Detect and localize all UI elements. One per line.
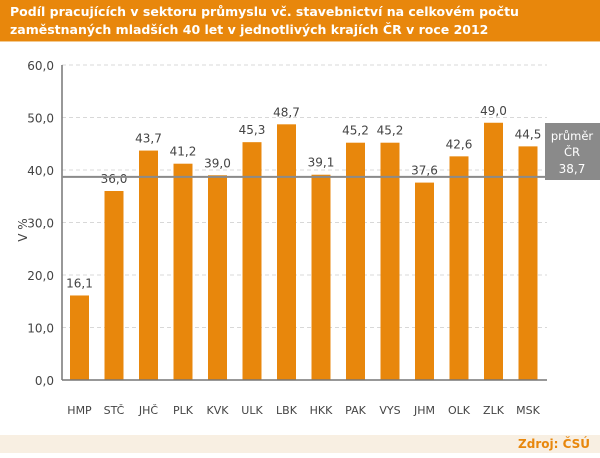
x-tick-label: HKK	[310, 404, 333, 417]
y-tick-label: 30,0	[27, 217, 54, 231]
x-tick-label: STČ	[104, 404, 125, 417]
average-value: 38,7	[559, 162, 586, 176]
bar-HKK	[311, 174, 331, 380]
data-label: 45,3	[239, 123, 266, 137]
x-tick-label: LBK	[276, 404, 298, 417]
data-label: 48,7	[273, 105, 300, 119]
x-tick-label: HMP	[67, 404, 92, 417]
data-label: 16,1	[66, 276, 93, 290]
data-label: 36,0	[101, 172, 128, 186]
x-tick-label: JHČ	[138, 404, 159, 417]
data-label: 39,1	[308, 156, 335, 170]
average-box	[545, 123, 600, 180]
y-tick-label: 40,0	[27, 164, 54, 178]
data-label: 45,2	[342, 124, 369, 138]
bar-LBK	[277, 124, 296, 380]
x-tick-label: ULK	[241, 404, 263, 417]
bar-MSK	[518, 146, 538, 380]
y-tick-label: 50,0	[27, 112, 54, 126]
y-tick-label: 20,0	[27, 269, 54, 283]
y-tick-label: 60,0	[27, 59, 54, 73]
footer-band	[0, 435, 600, 453]
bar-KVK	[208, 175, 227, 380]
data-label: 41,2	[170, 145, 197, 159]
y-tick-label: 0,0	[35, 374, 54, 388]
y-tick-label: 10,0	[27, 322, 54, 336]
bar-JHČ	[139, 150, 158, 380]
chart-title: Podíl pracujících v sektoru průmyslu vč.…	[0, 0, 600, 42]
x-tick-label: JHM	[413, 404, 435, 417]
bar-STČ	[104, 191, 124, 380]
data-label: 45,2	[377, 124, 404, 138]
bar-ZLK	[484, 122, 503, 380]
data-label: 39,0	[204, 156, 231, 170]
bar-JHM	[415, 182, 434, 380]
source-label: Zdroj: ČSÚ	[518, 437, 590, 451]
data-label: 37,6	[411, 164, 438, 178]
data-label: 43,7	[135, 132, 162, 146]
data-label: 42,6	[446, 137, 473, 151]
average-label: průměr	[551, 129, 594, 143]
x-tick-label: PLK	[173, 404, 194, 417]
bar-PAK	[346, 142, 365, 380]
bar-OLK	[449, 156, 469, 380]
average-label: ČR	[564, 144, 580, 159]
y-axis-label: V %	[16, 218, 30, 241]
x-tick-label: PAK	[345, 404, 366, 417]
bar-VYS	[380, 142, 400, 380]
bar-PLK	[173, 163, 193, 380]
x-tick-label: VYS	[379, 404, 400, 417]
x-tick-label: OLK	[448, 404, 471, 417]
x-tick-label: ZLK	[483, 404, 505, 417]
bar-HMP	[70, 295, 89, 380]
data-label: 44,5	[515, 127, 542, 141]
bar-ULK	[242, 142, 262, 380]
x-tick-label: KVK	[207, 404, 230, 417]
x-tick-label: MSK	[516, 404, 540, 417]
data-label: 49,0	[480, 104, 507, 118]
